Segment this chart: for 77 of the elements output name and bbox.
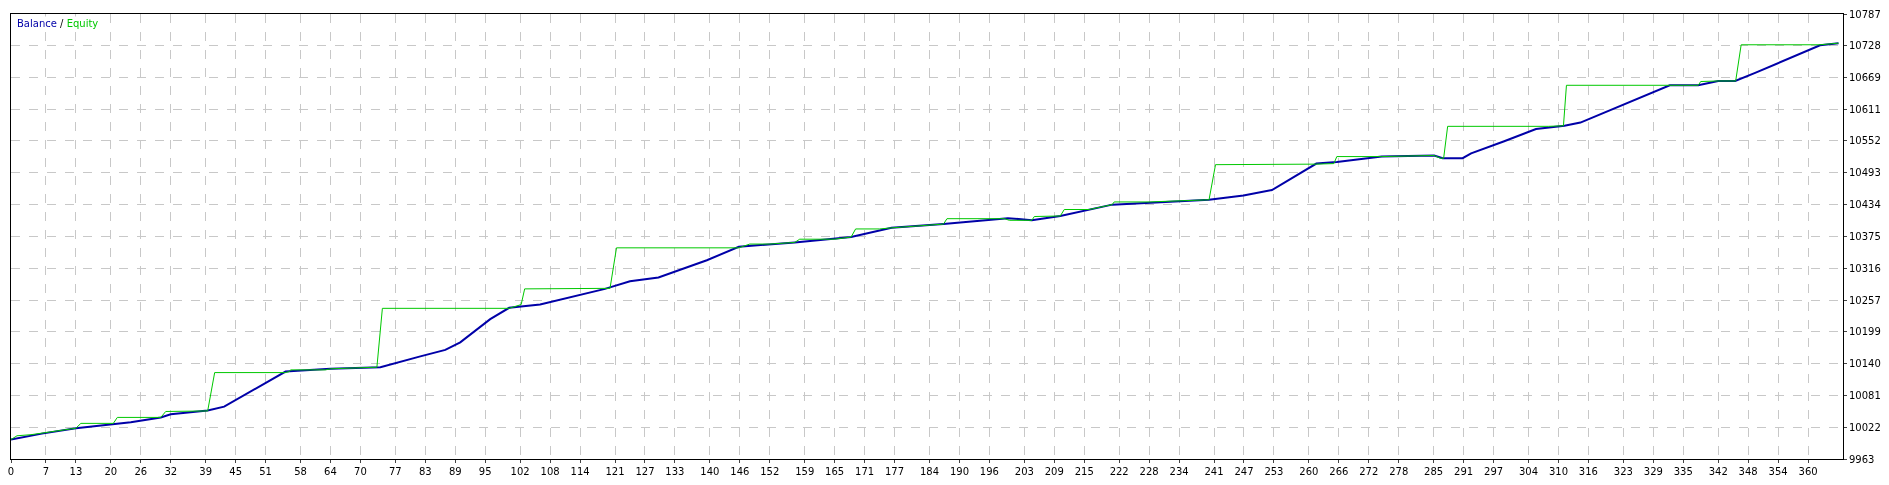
x-tick-label: 247 bbox=[1234, 466, 1254, 477]
x-tick-label: 285 bbox=[1424, 466, 1444, 477]
x-tick-label: 39 bbox=[199, 466, 213, 477]
x-tick-label: 184 bbox=[919, 466, 940, 477]
x-tick-label: 297 bbox=[1484, 466, 1504, 477]
y-tick-label: 10081 bbox=[1849, 389, 1881, 401]
x-tick-label: 140 bbox=[700, 466, 720, 477]
x-tick-label: 20 bbox=[104, 466, 118, 477]
x-tick-label: 64 bbox=[324, 466, 337, 477]
y-tick-label: 10140 bbox=[1849, 357, 1881, 369]
x-tick-label: 272 bbox=[1359, 466, 1379, 477]
x-tick-label: 102 bbox=[510, 466, 530, 477]
x-tick-label: 89 bbox=[448, 466, 462, 477]
x-tick-label: 32 bbox=[164, 466, 178, 477]
x-tick-label: 83 bbox=[418, 466, 432, 477]
x-tick-label: 0 bbox=[7, 466, 15, 477]
x-tick-label: 13 bbox=[69, 466, 83, 477]
x-tick-label: 203 bbox=[1014, 466, 1034, 477]
text: Balance bbox=[17, 18, 57, 29]
x-tick-label: 278 bbox=[1389, 466, 1409, 477]
x-tick-label: 108 bbox=[540, 466, 560, 477]
x-tick-label: 222 bbox=[1109, 466, 1129, 477]
y-tick-label: 10787 bbox=[1849, 8, 1881, 20]
x-tick-label: 7 bbox=[42, 466, 50, 477]
y-tick-label: 10493 bbox=[1849, 167, 1881, 179]
x-tick-label: 215 bbox=[1074, 466, 1094, 477]
annotation: / bbox=[60, 18, 65, 29]
x-tick-label: 114 bbox=[570, 466, 590, 477]
x-tick-label: 253 bbox=[1264, 466, 1284, 477]
x-tick-label: 228 bbox=[1139, 466, 1159, 477]
x-tick-label: 196 bbox=[979, 466, 999, 477]
x-tick-label: 127 bbox=[635, 466, 655, 477]
x-tick-label: 354 bbox=[1768, 466, 1788, 477]
x-tick-label: 342 bbox=[1708, 466, 1728, 477]
x-tick-label: 133 bbox=[665, 466, 685, 477]
x-tick-label: 304 bbox=[1518, 466, 1539, 477]
x-tick-label: 58 bbox=[294, 466, 307, 477]
x-tick-label: 165 bbox=[825, 466, 845, 477]
x-tick-label: 323 bbox=[1613, 466, 1633, 477]
x-tick-label: 171 bbox=[855, 466, 875, 477]
x-tick-label: 360 bbox=[1798, 466, 1818, 477]
x-tick-label: 260 bbox=[1299, 466, 1319, 477]
x-tick-label: 234 bbox=[1169, 466, 1189, 477]
x-tick-label: 70 bbox=[354, 466, 367, 477]
x-tick-label: 51 bbox=[259, 466, 272, 477]
x-tick-label: 329 bbox=[1643, 466, 1663, 477]
text: Equity bbox=[66, 18, 99, 29]
x-tick-label: 190 bbox=[949, 466, 969, 477]
x-tick-label: 121 bbox=[605, 466, 625, 477]
x-tick-label: 95 bbox=[478, 466, 492, 477]
x-tick-label: 335 bbox=[1673, 466, 1693, 477]
x-tick-label: 177 bbox=[885, 466, 905, 477]
y-tick-label: 10611 bbox=[1849, 103, 1881, 115]
x-tick-label: 45 bbox=[229, 466, 242, 477]
x-tick-label: 266 bbox=[1329, 466, 1349, 477]
x-tick-label: 348 bbox=[1738, 466, 1758, 477]
x-tick-label: 26 bbox=[134, 466, 148, 477]
x-tick-label: 146 bbox=[730, 466, 750, 477]
y-tick-label: 10375 bbox=[1849, 231, 1881, 242]
y-tick-label: 10199 bbox=[1849, 326, 1881, 338]
x-tick-label: 241 bbox=[1204, 466, 1224, 477]
x-tick-label: 77 bbox=[389, 466, 402, 477]
line-series bbox=[11, 42, 1840, 441]
x-tick-label: 209 bbox=[1044, 466, 1064, 477]
y-tick-label: 9963 bbox=[1849, 453, 1875, 465]
x-tick-label: 310 bbox=[1548, 466, 1569, 477]
x-tick-label: 316 bbox=[1578, 466, 1598, 477]
y-tick-label: 10316 bbox=[1849, 262, 1881, 274]
y-tick-label: 10257 bbox=[1849, 294, 1881, 306]
y-tick-label: 10669 bbox=[1849, 72, 1881, 84]
x-tick-label: 152 bbox=[760, 466, 780, 477]
x-tick-label: 159 bbox=[795, 466, 815, 477]
x-tick-label: 291 bbox=[1454, 466, 1474, 477]
y-tick-label: 10022 bbox=[1849, 421, 1881, 433]
y-tick-label: 10434 bbox=[1849, 199, 1881, 211]
y-tick-label: 10728 bbox=[1849, 40, 1881, 52]
y-tick-label: 10552 bbox=[1849, 135, 1881, 147]
